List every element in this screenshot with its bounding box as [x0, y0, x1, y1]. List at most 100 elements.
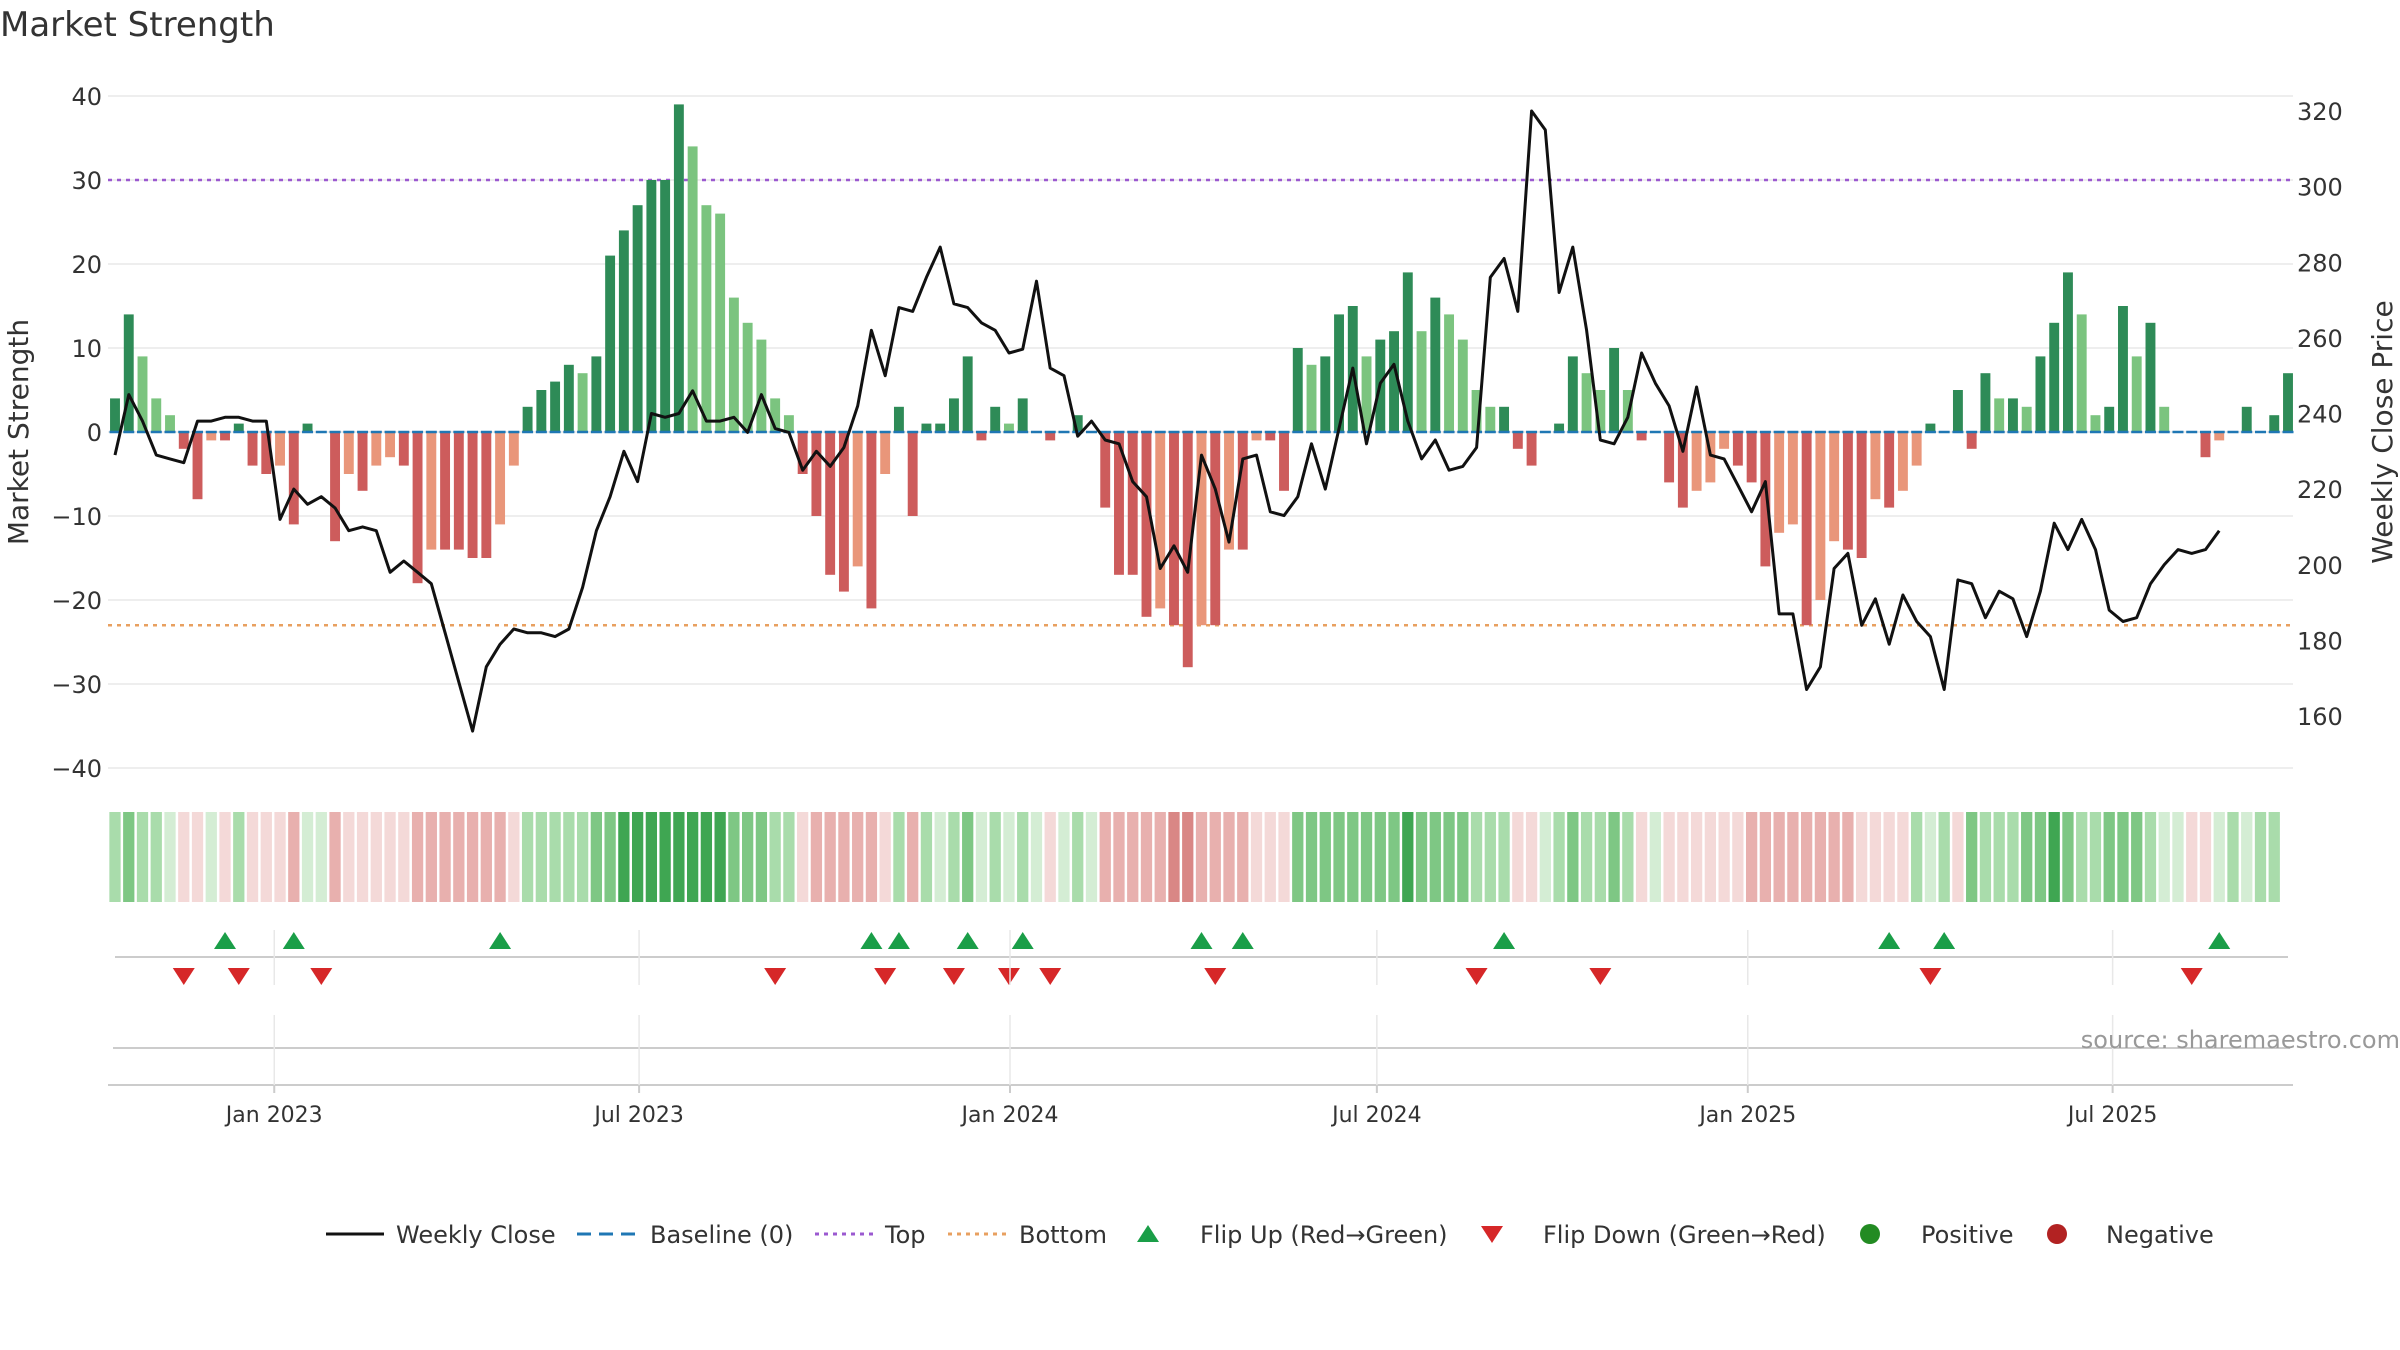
strength-bar [1430, 297, 1441, 432]
heat-cell [1182, 812, 1194, 902]
heat-cell [631, 812, 644, 902]
strength-bar [2200, 432, 2211, 458]
strength-bar [385, 432, 396, 458]
strength-bar [1004, 423, 1014, 432]
strength-bar [1677, 432, 1688, 508]
heat-cell [370, 812, 382, 902]
strength-bar [921, 423, 932, 432]
strength-bar [233, 423, 244, 432]
strength-bar [426, 432, 437, 550]
strength-bar [1595, 390, 1606, 432]
strength-bar [1512, 432, 1523, 449]
heat-cell [1058, 812, 1070, 902]
strength-bar [330, 432, 341, 542]
heat-cell [810, 812, 823, 902]
right-tick-label: 160 [2297, 703, 2343, 731]
strength-bar [1581, 373, 1592, 432]
flip-up-marker [489, 932, 512, 949]
flip-down-marker [1039, 968, 1062, 985]
strength-bar [770, 398, 781, 432]
strength-bar [2131, 356, 2142, 432]
heat-cell [439, 812, 451, 902]
legend-flip-up-swatch [1137, 1225, 1159, 1242]
heat-cell [1525, 812, 1538, 902]
strength-bar [646, 180, 657, 432]
heat-cell [2103, 812, 2115, 902]
strength-bar [1980, 373, 1991, 432]
flip-down-marker [1589, 968, 1612, 985]
legend-label: Weekly Close [396, 1221, 556, 1249]
right-axis-label: Weekly Close Price [2366, 300, 2399, 563]
strength-bar [2076, 314, 2087, 432]
heat-cell [1099, 812, 1111, 902]
heat-cell [2089, 812, 2102, 902]
heat-cell [1622, 812, 1634, 902]
strength-bar [1389, 331, 1399, 432]
strength-bar [1334, 314, 1344, 432]
strength-bar [1182, 432, 1193, 668]
right-tick-label: 280 [2297, 249, 2343, 277]
heat-cell [1264, 812, 1276, 902]
flip-down-marker [1919, 968, 1942, 985]
heat-cell [645, 812, 658, 902]
heat-cell [1608, 812, 1620, 902]
heat-cell [879, 812, 891, 902]
heat-cell [2241, 812, 2253, 902]
heat-cell [1209, 812, 1221, 902]
heat-cell [2007, 812, 2019, 902]
heat-cell [1443, 812, 1455, 902]
flip-down-marker [1204, 968, 1227, 985]
strength-bar [866, 432, 877, 609]
heat-cell [865, 812, 878, 902]
flip-down-marker [764, 968, 787, 985]
heat-cell [1704, 812, 1717, 902]
heat-cell [356, 812, 369, 902]
heat-cell [989, 812, 1001, 902]
strength-heat-strip [109, 812, 2280, 902]
strength-bar [1705, 432, 1716, 483]
strength-bar [522, 406, 533, 432]
flip-up-marker [282, 932, 305, 949]
strength-bar [880, 432, 891, 474]
strength-bar [1609, 348, 1620, 432]
legend-label: Flip Down (Green→Red) [1543, 1221, 1826, 1249]
strength-bar [1444, 314, 1455, 432]
legend-label: Baseline (0) [650, 1221, 793, 1249]
strength-bar [1499, 406, 1510, 432]
heat-cell [288, 812, 300, 902]
strength-bar [935, 423, 946, 432]
heat-cell [563, 812, 575, 902]
heat-cell [2158, 812, 2170, 902]
heat-cell [233, 812, 245, 902]
flip-up-marker [1878, 932, 1901, 949]
strength-bar [838, 432, 849, 592]
heat-cell [1897, 812, 1909, 902]
strength-bar [811, 432, 822, 516]
legend-label: Negative [2106, 1221, 2214, 1249]
strength-bar [1774, 432, 1785, 533]
date-grid-lines [273, 930, 2114, 1085]
strength-bar [563, 364, 574, 432]
flip-markers-panel [115, 932, 2288, 985]
strength-bar [247, 432, 258, 466]
heat-cell [1594, 812, 1606, 902]
strength-bar [756, 339, 767, 432]
strength-bar [1320, 356, 1331, 432]
heat-cell [535, 812, 547, 902]
strength-bar [137, 356, 148, 432]
heat-cell [246, 812, 259, 902]
left-tick-label: −10 [51, 503, 102, 531]
flip-up-marker [1493, 932, 1516, 949]
strength-bar [1485, 406, 1496, 432]
heat-cell [1250, 812, 1263, 902]
heat-cell [1030, 812, 1043, 902]
strength-bar [1554, 423, 1565, 432]
heat-cell [549, 812, 561, 902]
strength-bar [1815, 432, 1826, 600]
heat-cell [301, 812, 314, 902]
heat-cell [838, 812, 850, 902]
heat-cell [1388, 812, 1400, 902]
strength-bar [2241, 406, 2252, 432]
strength-bar [2090, 415, 2101, 432]
heat-cell [1113, 812, 1125, 902]
